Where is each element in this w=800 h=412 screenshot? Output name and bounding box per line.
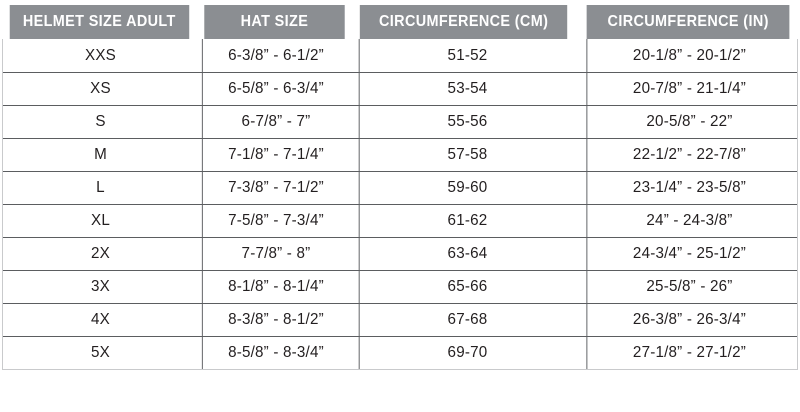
- cell-helmet-size: XXS: [85, 46, 116, 64]
- cell-circumference-in: 25-5/8” - 26”: [586, 271, 791, 303]
- cell-circumference-in: 24” - 24-3/8”: [586, 205, 791, 237]
- cell-circumference-cm: 59-60: [358, 172, 576, 204]
- cell-hat-size: 8-1/8” - 8-1/4”: [201, 271, 349, 303]
- cell-circumference-in: 23-1/4” - 23-5/8”: [586, 172, 791, 204]
- column-header-circumference-in: CIRCUMFERENCE (IN): [586, 5, 790, 39]
- table-row: 5X 8-5/8” - 8-3/4” 69-70 27-1/8” - 27-1/…: [3, 336, 797, 369]
- cell-hat-size: 6-3/8” - 6-1/2”: [201, 39, 349, 72]
- column-header-hat-size: HAT SIZE: [203, 5, 345, 39]
- cell-circumference-in: 22-1/2” - 22-7/8”: [586, 139, 791, 171]
- cell-circumference-cm: 55-56: [358, 106, 576, 138]
- cell-circumference-in: 20-5/8” - 22”: [586, 106, 791, 138]
- cell-circumference-cm: 57-58: [358, 139, 576, 171]
- helmet-size-chart-table: HELMET SIZE ADULT HAT SIZE CIRCUMFERENCE…: [0, 5, 800, 412]
- table-body: XXS 6-3/8” - 6-1/2” 51-52 20-1/8” - 20-1…: [2, 39, 798, 370]
- cell-hat-size: 7-5/8” - 7-3/4”: [201, 205, 349, 237]
- cell-circumference-cm: 61-62: [358, 205, 576, 237]
- table-row: XS 6-5/8” - 6-3/4” 53-54 20-7/8” - 21-1/…: [3, 72, 797, 105]
- cell-circumference-cm: 53-54: [358, 73, 576, 105]
- cell-circumference-cm: 51-52: [358, 39, 576, 72]
- cell-hat-size: 8-5/8” - 8-3/4”: [201, 337, 349, 369]
- table-header-row: HELMET SIZE ADULT HAT SIZE CIRCUMFERENCE…: [0, 5, 800, 39]
- cell-helmet-size: M: [94, 146, 107, 163]
- cell-helmet-size: 2X: [91, 245, 110, 262]
- table-row: XL 7-5/8” - 7-3/4” 61-62 24” - 24-3/8”: [3, 204, 797, 237]
- table-row: 2X 7-7/8” - 8” 63-64 24-3/4” - 25-1/2”: [3, 237, 797, 270]
- table-row: XXS 6-3/8” - 6-1/2” 51-52 20-1/8” - 20-1…: [3, 39, 797, 72]
- cell-hat-size: 6-7/8” - 7”: [201, 106, 349, 138]
- cell-hat-size: 7-3/8” - 7-1/2”: [201, 172, 349, 204]
- cell-helmet-size: XS: [90, 80, 111, 97]
- table-row: S 6-7/8” - 7” 55-56 20-5/8” - 22”: [3, 105, 797, 138]
- cell-helmet-size: 5X: [91, 344, 110, 361]
- cell-helmet-size: 3X: [91, 278, 110, 295]
- column-header-circumference-cm: CIRCUMFERENCE (CM): [360, 5, 568, 39]
- cell-helmet-size: S: [95, 113, 106, 130]
- cell-circumference-in: 20-1/8” - 20-1/2”: [586, 39, 791, 72]
- column-header-helmet-size-adult: HELMET SIZE ADULT: [9, 5, 189, 39]
- cell-circumference-in: 26-3/8” - 26-3/4”: [586, 304, 791, 336]
- cell-circumference-in: 24-3/4” - 25-1/2”: [586, 238, 791, 270]
- cell-circumference-cm: 65-66: [358, 271, 576, 303]
- cell-circumference-cm: 69-70: [358, 337, 576, 369]
- table-row: M 7-1/8” - 7-1/4” 57-58 22-1/2” - 22-7/8…: [3, 138, 797, 171]
- cell-circumference-in: 27-1/8” - 27-1/2”: [586, 337, 791, 369]
- cell-helmet-size: XL: [91, 212, 110, 229]
- table-row: 4X 8-3/8” - 8-1/2” 67-68 26-3/8” - 26-3/…: [3, 303, 797, 336]
- cell-hat-size: 8-3/8” - 8-1/2”: [201, 304, 349, 336]
- cell-helmet-size: L: [96, 179, 105, 196]
- cell-helmet-size: 4X: [91, 311, 110, 328]
- cell-circumference-cm: 67-68: [358, 304, 576, 336]
- cell-hat-size: 7-7/8” - 8”: [201, 238, 349, 270]
- cell-hat-size: 7-1/8” - 7-1/4”: [201, 139, 349, 171]
- cell-circumference-in: 20-7/8” - 21-1/4”: [586, 73, 791, 105]
- table-row: 3X 8-1/8” - 8-1/4” 65-66 25-5/8” - 26”: [3, 270, 797, 303]
- cell-hat-size: 6-5/8” - 6-3/4”: [201, 73, 349, 105]
- table-row: L 7-3/8” - 7-1/2” 59-60 23-1/4” - 23-5/8…: [3, 171, 797, 204]
- cell-circumference-cm: 63-64: [358, 238, 576, 270]
